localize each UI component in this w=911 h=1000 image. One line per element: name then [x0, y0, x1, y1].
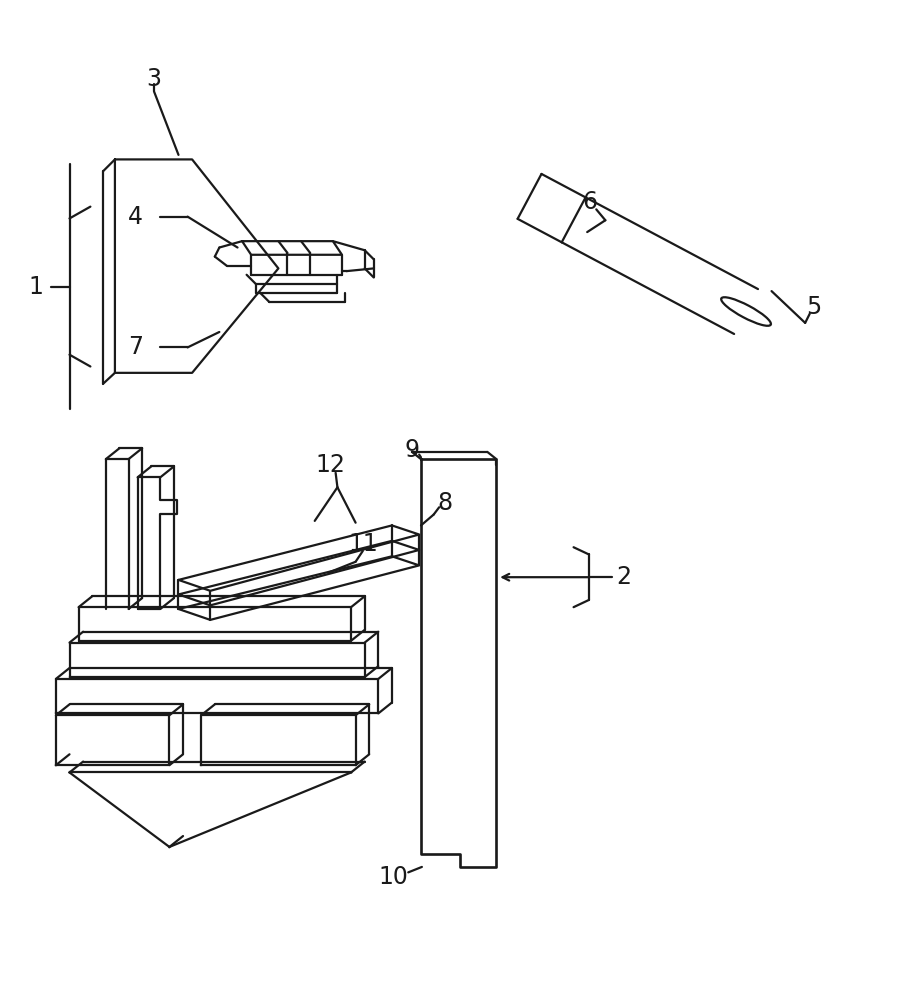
- Text: 9: 9: [404, 438, 419, 462]
- Text: 4: 4: [128, 205, 143, 229]
- Text: 11: 11: [348, 532, 378, 556]
- Text: 3: 3: [147, 67, 161, 91]
- Text: 12: 12: [315, 453, 345, 477]
- Text: 8: 8: [437, 491, 452, 515]
- Text: 7: 7: [128, 335, 143, 359]
- Text: 1: 1: [28, 275, 44, 299]
- Text: 5: 5: [806, 295, 822, 319]
- Text: 2: 2: [616, 565, 631, 589]
- Text: 10: 10: [379, 865, 409, 889]
- Text: 6: 6: [582, 190, 598, 214]
